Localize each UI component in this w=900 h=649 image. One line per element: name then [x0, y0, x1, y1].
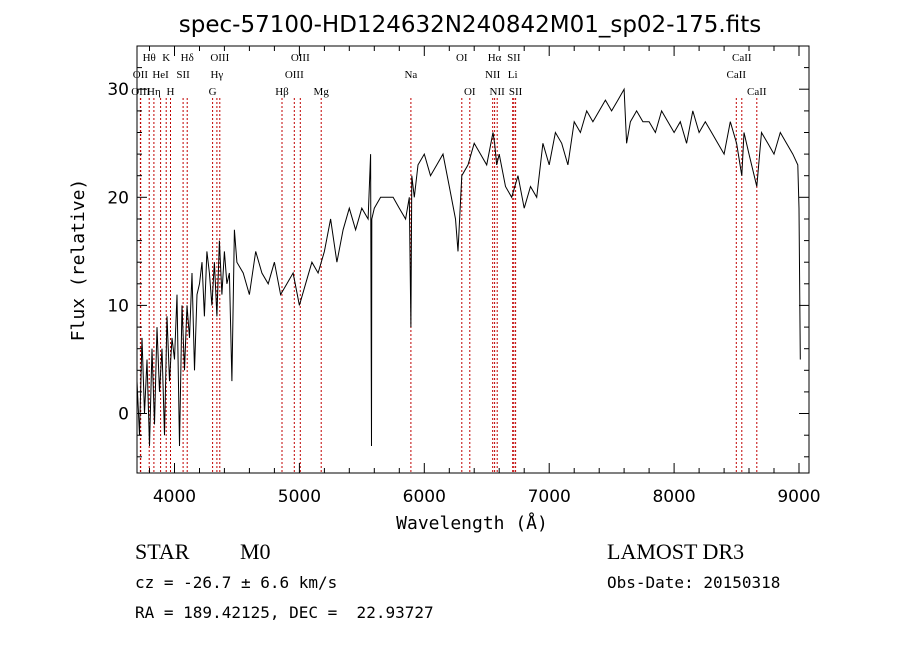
x-tick-label: 4000 — [153, 487, 196, 507]
y-tick-label: 30 — [107, 80, 129, 100]
line-label: OII — [133, 69, 149, 81]
survey-name: LAMOST DR3 — [607, 539, 745, 564]
line-label: SII — [509, 86, 523, 98]
line-label: SII — [176, 69, 190, 81]
line-label: OIII — [285, 69, 304, 81]
line-label: Na — [404, 69, 417, 81]
line-label: OI — [456, 52, 468, 64]
y-axis-label: Flux (relative) — [68, 179, 89, 342]
line-label: NII — [490, 86, 506, 98]
x-tick-label: 8000 — [652, 487, 695, 507]
line-label: HeI — [152, 69, 169, 81]
object-class: STAR — [135, 539, 190, 564]
chart-title: spec-57100-HD124632N240842M01_sp02-175.f… — [179, 12, 761, 38]
plot-frame — [136, 45, 810, 474]
object-subclass: M0 — [240, 539, 271, 564]
line-label: CaII — [732, 52, 752, 64]
y-axis: 0 10 20 30 — [107, 67, 809, 458]
line-label: OIII — [210, 52, 229, 64]
y-tick-label: 20 — [107, 188, 129, 208]
marker-lines — [139, 98, 758, 473]
coordinates: RA = 189.42125, DEC = 22.93727 — [135, 603, 434, 622]
line-label: Hη — [147, 86, 161, 98]
line-label: Hβ — [275, 86, 289, 98]
line-label: CaII — [747, 86, 767, 98]
spectrum-line — [136, 87, 801, 447]
line-label: Hδ — [181, 52, 194, 64]
x-tick-label: 5000 — [278, 487, 321, 507]
line-label: OIII — [291, 52, 310, 64]
x-tick-label: 7000 — [528, 487, 571, 507]
line-label: Mg — [314, 86, 330, 98]
redshift-velocity: cz = -26.7 ± 6.6 km/s — [135, 573, 338, 592]
line-label: G — [209, 86, 217, 98]
line-label: OI — [464, 86, 476, 98]
line-label: Hγ — [210, 69, 223, 81]
x-tick-label: 9000 — [777, 487, 820, 507]
line-label: Hα — [488, 52, 502, 64]
line-label: Li — [508, 69, 518, 81]
x-tick-label: 6000 — [403, 487, 446, 507]
y-tick-label: 10 — [107, 296, 129, 316]
x-axis-label: Wavelength (Å) — [396, 512, 548, 534]
line-label: Hθ — [143, 52, 156, 64]
line-label: K — [162, 52, 170, 64]
line-label: NII — [485, 69, 501, 81]
line-label: CaII — [727, 69, 747, 81]
line-label: SII — [507, 52, 521, 64]
line-label: H — [167, 86, 175, 98]
y-tick-label: 0 — [118, 405, 129, 425]
x-axis: 4000 5000 6000 7000 8000 9000 — [149, 46, 821, 507]
observation-date: Obs-Date: 20150318 — [607, 573, 781, 592]
